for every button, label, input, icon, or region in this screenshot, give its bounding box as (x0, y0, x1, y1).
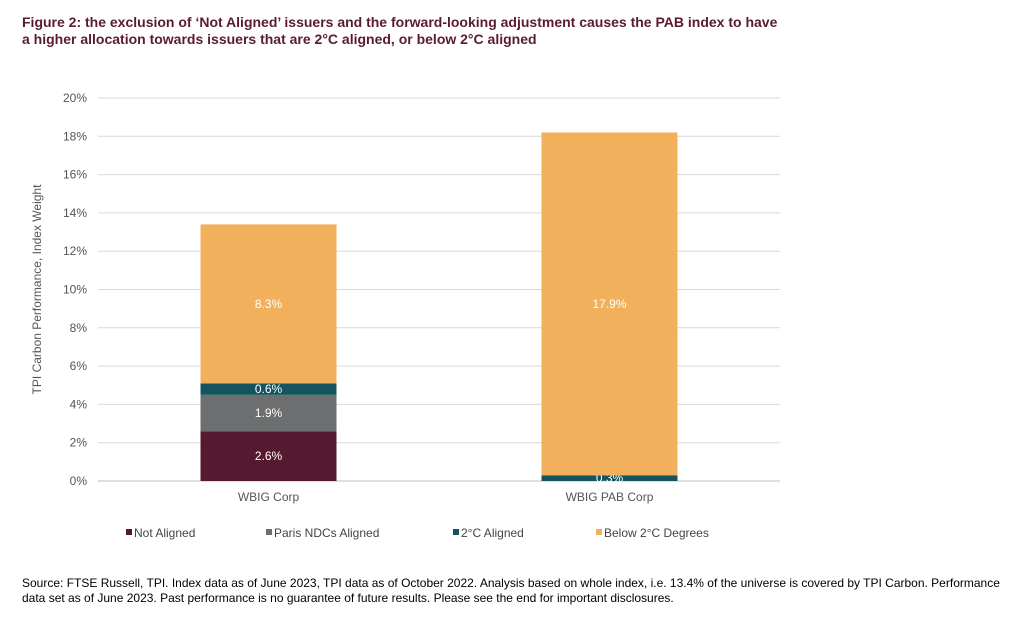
legend-label: Below 2°C Degrees (604, 526, 709, 540)
x-category-label: WBIG Corp (238, 490, 300, 504)
legend-swatch (453, 529, 459, 535)
data-label: 8.3% (255, 297, 283, 311)
bar-segment (200, 224, 337, 384)
bar-segment (200, 383, 337, 395)
bar-segment (200, 394, 337, 432)
y-tick-label: 2% (70, 436, 88, 450)
data-label: 17.9% (592, 297, 626, 311)
data-label: 2.6% (255, 449, 283, 463)
y-tick-label: 14% (63, 206, 87, 220)
y-tick-label: 0% (70, 474, 88, 488)
legend-swatch (266, 529, 272, 535)
chart-title: Figure 2: the exclusion of ‘Not Aligned’… (22, 14, 778, 47)
data-label: 0.6% (255, 382, 283, 396)
x-axis-categories: WBIG Corp WBIG PAB Corp (238, 490, 654, 504)
y-tick-label: 4% (70, 397, 88, 411)
legend-label: 2°C Aligned (461, 526, 524, 540)
bars: 2.6%1.9%0.6%8.3%0.3%17.9% (200, 132, 678, 485)
stacked-bar-chart: 0% 2% 4% 6% 8% 10% 12% 14% 16% 18% 20% TPI Carbon … (30, 91, 780, 540)
legend: Not Aligned Paris NDCs Aligned 2°C Aligned… (126, 526, 709, 540)
source-note: Source: FTSE Russell, TPI. Index data as… (22, 576, 1000, 605)
y-axis-ticks: 0% 2% 4% 6% 8% 10% 12% 14% 16% 18% 20% (63, 91, 87, 488)
data-label: 1.9% (255, 406, 283, 420)
legend-label: Not Aligned (134, 526, 195, 540)
y-axis-title: TPI Carbon Performance, Index Weight (30, 184, 44, 395)
bar-segment (541, 132, 678, 476)
legend-swatch (596, 529, 602, 535)
y-tick-label: 12% (63, 244, 87, 258)
bar-segment (200, 431, 337, 481)
y-tick-label: 10% (63, 283, 87, 297)
gridlines (98, 97, 780, 482)
y-tick-label: 18% (63, 129, 87, 143)
bar-segment (541, 475, 678, 481)
x-category-label: WBIG PAB Corp (566, 490, 654, 504)
y-tick-label: 16% (63, 168, 87, 182)
y-tick-label: 20% (63, 91, 87, 105)
y-tick-label: 8% (70, 321, 88, 335)
legend-swatch (126, 529, 132, 535)
y-tick-label: 6% (70, 359, 88, 373)
legend-label: Paris NDCs Aligned (274, 526, 379, 540)
